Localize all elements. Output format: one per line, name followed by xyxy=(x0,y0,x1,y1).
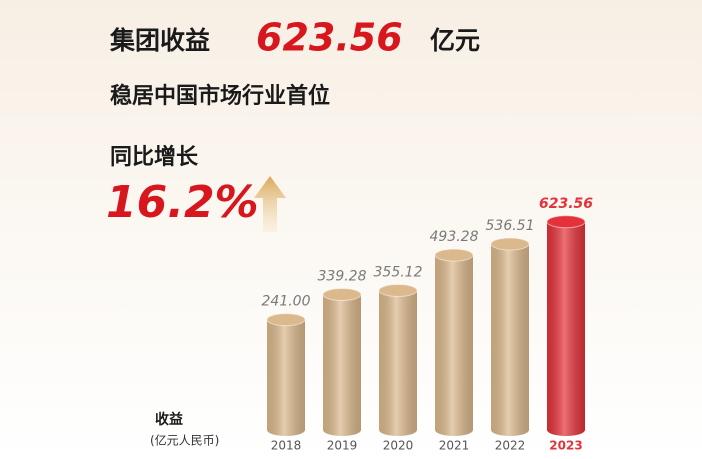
bar-top xyxy=(266,313,306,327)
value-label: 241.00 xyxy=(262,294,311,310)
subtitle: 稳居中国市场行业首位 xyxy=(110,83,330,109)
x-tick-label: 2021 xyxy=(439,439,470,453)
growth-value: 16.2% xyxy=(106,177,259,228)
bar-shade xyxy=(435,249,473,436)
value-label: 339.28 xyxy=(318,269,367,285)
headline-unit: 亿元 xyxy=(430,26,480,55)
x-tick-label: 2022 xyxy=(495,439,526,453)
x-tick-label: 2020 xyxy=(383,439,414,453)
bar-top xyxy=(434,248,474,262)
growth-arrow xyxy=(254,176,286,232)
growth-label: 同比增长 xyxy=(110,144,199,170)
bar-top xyxy=(378,283,418,297)
value-label: 536.51 xyxy=(486,218,535,234)
bar-top xyxy=(490,237,530,251)
x-tick-label: 2023 xyxy=(549,439,582,453)
bar-shade xyxy=(323,288,361,436)
bar-shade xyxy=(267,313,305,436)
value-label: 493.28 xyxy=(430,229,479,245)
bar-top xyxy=(322,288,362,302)
bar-shade xyxy=(491,238,529,436)
headline-prefix: 集团收益 xyxy=(109,26,210,55)
bar-shade xyxy=(379,284,417,436)
value-label: 355.12 xyxy=(374,264,423,280)
x-tick-label: 2019 xyxy=(327,439,358,453)
x-tick-label: 2018 xyxy=(271,439,302,453)
y-unit: (亿元人民币) xyxy=(150,433,219,448)
y-label: 收益 xyxy=(155,411,183,428)
bar-shade xyxy=(547,215,585,436)
headline-number: 623.56 xyxy=(256,16,403,60)
value-label: 623.56 xyxy=(539,196,593,212)
bar-top xyxy=(546,215,586,229)
